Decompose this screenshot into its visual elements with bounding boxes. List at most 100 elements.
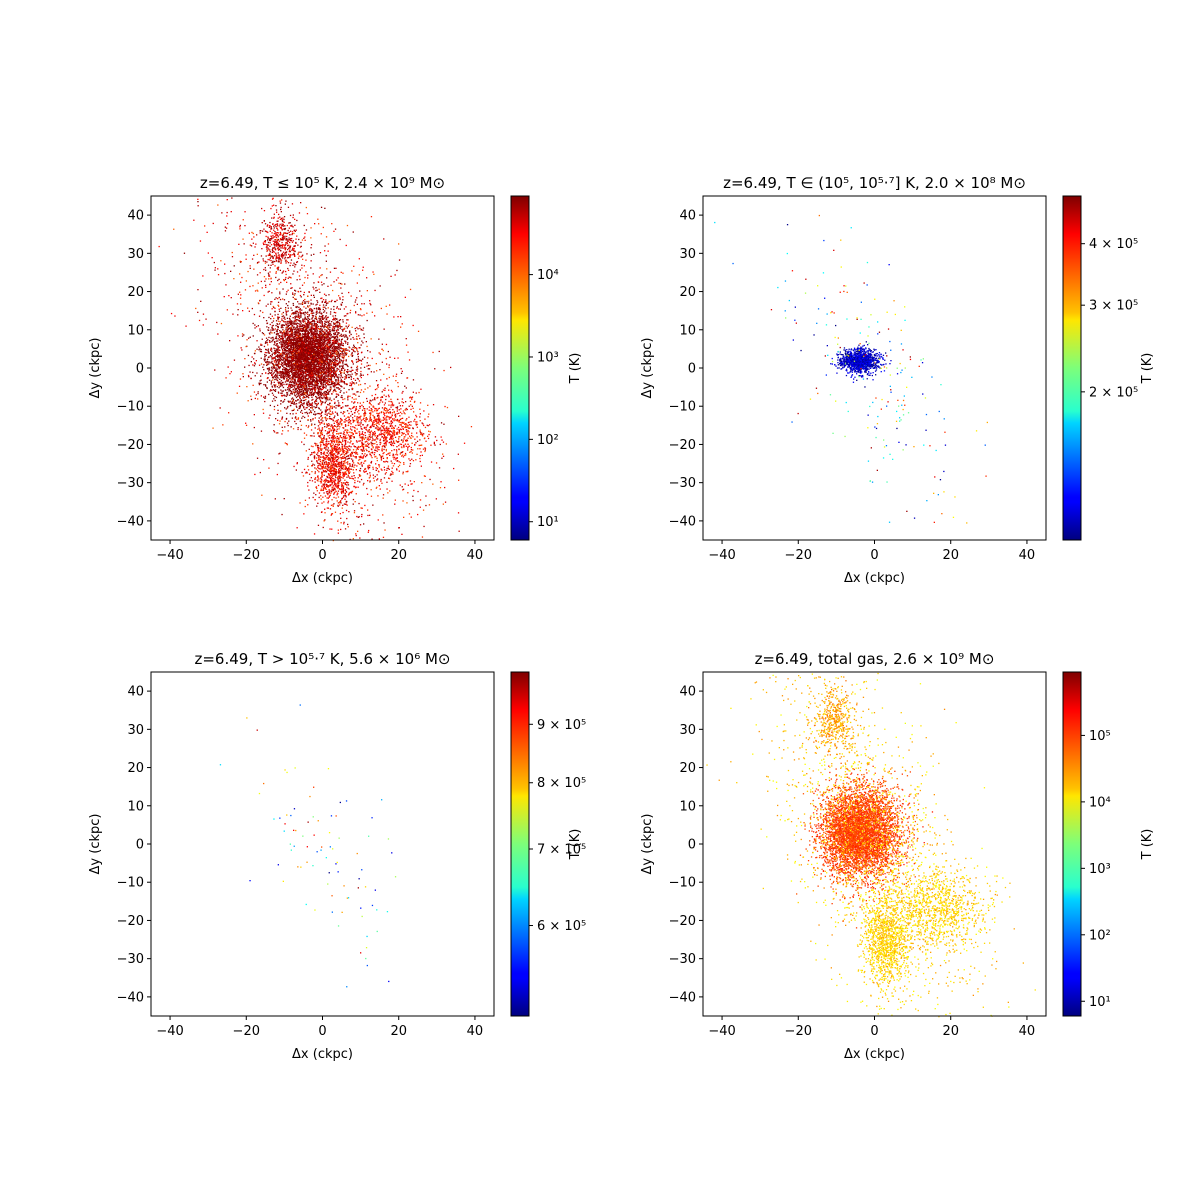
particle xyxy=(290,345,293,347)
particle xyxy=(300,339,302,341)
particle xyxy=(337,351,340,353)
particle xyxy=(340,335,342,337)
particle xyxy=(278,335,280,337)
particle xyxy=(328,323,330,326)
particle xyxy=(308,357,310,359)
particle xyxy=(307,394,310,397)
particle xyxy=(321,347,323,349)
particle xyxy=(276,371,278,374)
particle xyxy=(267,351,270,353)
particle xyxy=(297,331,299,333)
particle xyxy=(344,349,347,351)
particle xyxy=(272,368,274,370)
particle xyxy=(334,373,336,375)
particle xyxy=(302,346,304,349)
particle xyxy=(316,370,319,372)
particle xyxy=(287,424,289,427)
particle xyxy=(321,318,323,320)
particle xyxy=(301,345,304,347)
particle xyxy=(303,381,305,383)
particle xyxy=(301,373,303,375)
particle xyxy=(303,330,305,332)
particle xyxy=(312,384,314,386)
particle xyxy=(323,380,325,383)
particle xyxy=(324,367,327,370)
particle xyxy=(317,393,319,395)
particle xyxy=(330,372,332,374)
particle xyxy=(286,346,288,348)
particle xyxy=(269,361,271,363)
particle xyxy=(288,276,290,278)
particle xyxy=(304,366,306,368)
particle xyxy=(290,384,292,386)
particle xyxy=(312,339,314,341)
particle xyxy=(306,368,308,370)
particle xyxy=(287,304,289,307)
particle xyxy=(329,399,331,401)
particle xyxy=(276,370,278,372)
particle xyxy=(286,347,289,349)
particle xyxy=(285,369,287,371)
particle xyxy=(294,290,297,292)
particle xyxy=(249,371,251,373)
particle xyxy=(311,310,314,312)
particle xyxy=(336,349,338,351)
particle xyxy=(282,359,284,361)
particle xyxy=(367,364,370,367)
particle xyxy=(315,380,317,383)
particle xyxy=(292,368,294,370)
particle xyxy=(344,378,346,380)
particle xyxy=(293,401,295,403)
particle xyxy=(302,415,304,418)
particle xyxy=(322,385,325,388)
particle xyxy=(315,352,317,354)
particle xyxy=(308,367,310,369)
particle xyxy=(277,391,280,393)
particle xyxy=(302,326,305,329)
particle xyxy=(327,363,329,365)
particle xyxy=(289,362,291,364)
particle xyxy=(263,364,265,366)
particle xyxy=(336,358,338,360)
particle xyxy=(336,364,339,366)
particle xyxy=(301,404,304,407)
particle xyxy=(317,391,319,394)
particle xyxy=(312,338,314,341)
particle xyxy=(283,360,285,362)
particle xyxy=(296,310,299,312)
particle xyxy=(295,343,297,345)
particle xyxy=(314,386,316,389)
particle xyxy=(277,409,279,411)
particle xyxy=(273,371,275,374)
particle xyxy=(346,369,349,371)
particle xyxy=(271,325,273,327)
particle xyxy=(297,380,299,382)
particle xyxy=(342,381,344,383)
particle xyxy=(305,322,307,325)
particle xyxy=(302,379,304,381)
particle xyxy=(293,382,295,384)
particle xyxy=(345,375,348,377)
particle xyxy=(325,357,327,359)
particle xyxy=(306,353,308,356)
particle xyxy=(312,353,314,356)
particle xyxy=(316,368,318,370)
particle xyxy=(290,367,292,370)
particle xyxy=(361,340,363,342)
particle xyxy=(353,345,355,348)
particle xyxy=(293,347,295,349)
particle xyxy=(336,387,338,389)
particle xyxy=(276,368,279,370)
particle xyxy=(309,382,311,385)
particle xyxy=(278,278,280,280)
particle xyxy=(287,379,290,381)
particle xyxy=(291,371,293,373)
particle xyxy=(259,380,261,382)
particle xyxy=(276,371,279,373)
particle xyxy=(296,326,299,328)
particle xyxy=(295,389,297,391)
particle xyxy=(322,351,324,353)
particle xyxy=(299,343,301,346)
particle xyxy=(312,331,314,333)
particle xyxy=(348,376,350,379)
